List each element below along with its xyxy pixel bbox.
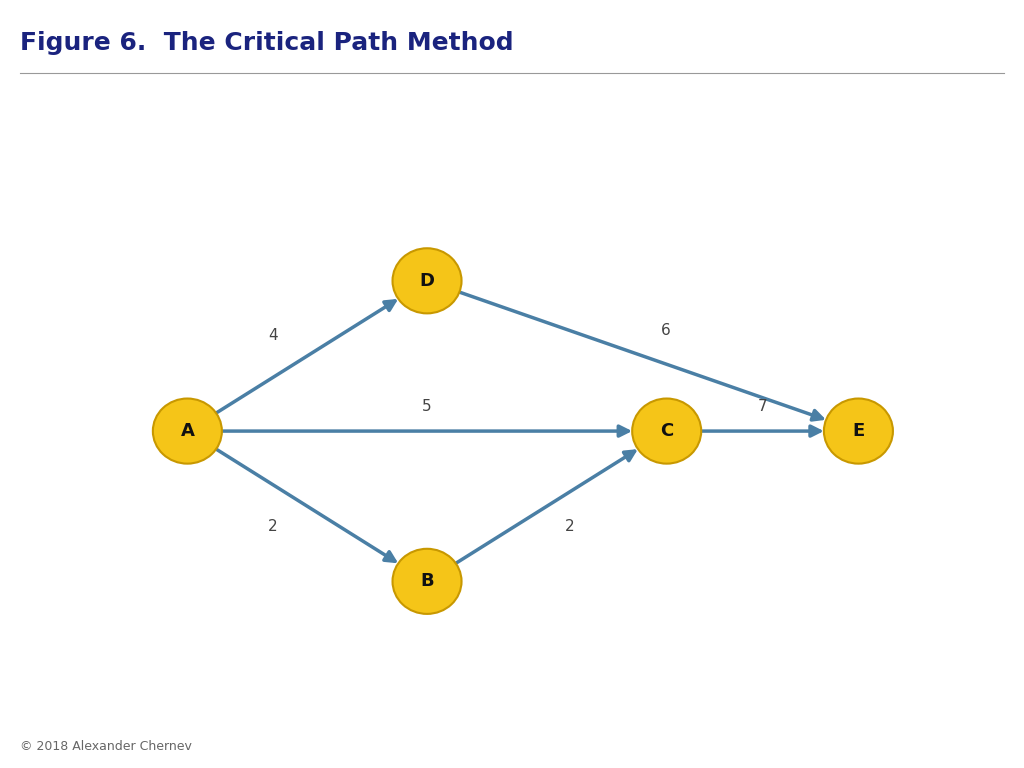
Text: 7: 7 — [758, 399, 767, 413]
Text: Figure 6.  The Critical Path Method: Figure 6. The Critical Path Method — [20, 31, 514, 55]
Text: A: A — [180, 422, 195, 440]
Text: E: E — [852, 422, 864, 440]
Ellipse shape — [632, 399, 701, 464]
Ellipse shape — [153, 399, 222, 464]
Text: 4: 4 — [268, 329, 278, 343]
Ellipse shape — [824, 399, 893, 464]
Text: 2: 2 — [565, 518, 574, 534]
Text: 5: 5 — [422, 399, 432, 413]
Text: 6: 6 — [660, 323, 671, 339]
Ellipse shape — [392, 549, 462, 614]
Text: C: C — [660, 422, 674, 440]
Text: © 2018 Alexander Chernev: © 2018 Alexander Chernev — [20, 740, 193, 753]
Ellipse shape — [392, 248, 462, 313]
Text: B: B — [420, 572, 434, 591]
Text: 2: 2 — [268, 518, 278, 534]
Text: D: D — [420, 272, 434, 290]
